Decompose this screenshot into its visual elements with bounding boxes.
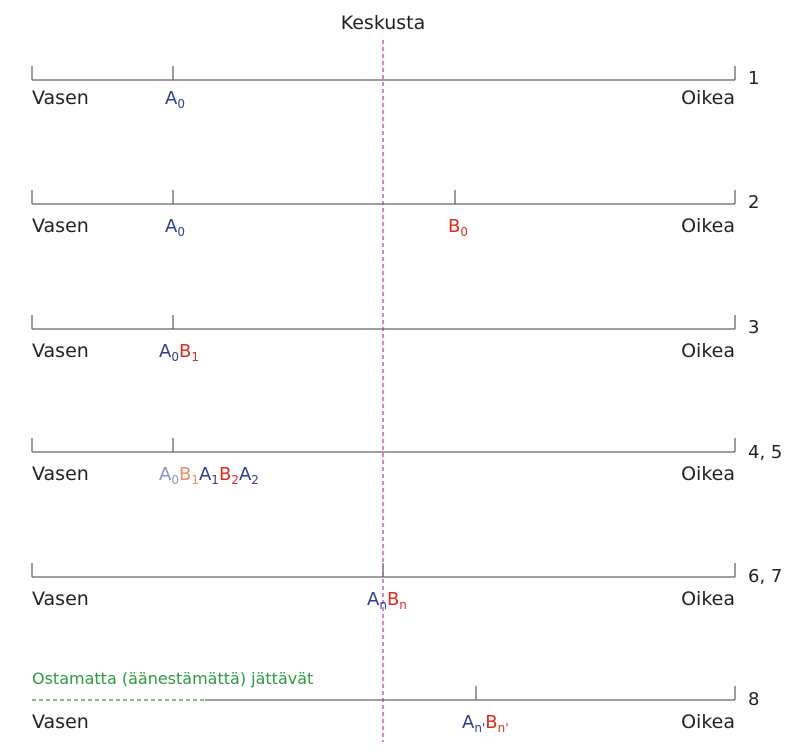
- step-number: 4, 5: [748, 442, 782, 463]
- row-4-5: Vasen Oikea 4, 5 A0B1A1B2A2: [31, 438, 782, 487]
- step-number: 6, 7: [748, 566, 782, 587]
- firm-ab-label: AnBn: [367, 589, 407, 612]
- firm-ab-label: A0B1: [159, 341, 199, 364]
- row-2: Vasen Oikea 2 A0 B0: [31, 190, 759, 239]
- right-label: Oikea: [681, 215, 735, 237]
- left-label: Vasen: [32, 588, 89, 610]
- row-1: Vasen Oikea 1 A0: [31, 66, 759, 111]
- firm-b-label: B0: [448, 216, 468, 239]
- row-3: Vasen Oikea 3 A0B1: [31, 315, 759, 364]
- step-number: 3: [748, 317, 759, 338]
- firm-a-label: A0: [165, 216, 185, 239]
- right-label: Oikea: [681, 340, 735, 362]
- right-label: Oikea: [681, 711, 735, 733]
- firm-sequence-label: A0B1A1B2A2: [159, 464, 259, 487]
- step-number: 8: [748, 689, 759, 710]
- diagram-title: Keskusta: [341, 12, 426, 34]
- right-label: Oikea: [681, 588, 735, 610]
- step-number: 2: [748, 192, 759, 213]
- left-label: Vasen: [32, 463, 89, 485]
- non-buyers-note: Ostamatta (äänestämättä) jättävät: [32, 669, 313, 688]
- firm-ab-label: An'Bn': [462, 712, 509, 735]
- left-label: Vasen: [32, 711, 89, 733]
- left-label: Vasen: [32, 87, 89, 109]
- row-6-7: Vasen Oikea 6, 7 AnBn: [31, 563, 782, 612]
- left-label: Vasen: [32, 215, 89, 237]
- firm-a-label: A0: [165, 88, 185, 111]
- right-label: Oikea: [681, 463, 735, 485]
- left-label: Vasen: [32, 340, 89, 362]
- right-label: Oikea: [681, 87, 735, 109]
- row-8: Ostamatta (äänestämättä) jättävät Vasen …: [32, 669, 759, 735]
- step-number: 1: [748, 68, 759, 89]
